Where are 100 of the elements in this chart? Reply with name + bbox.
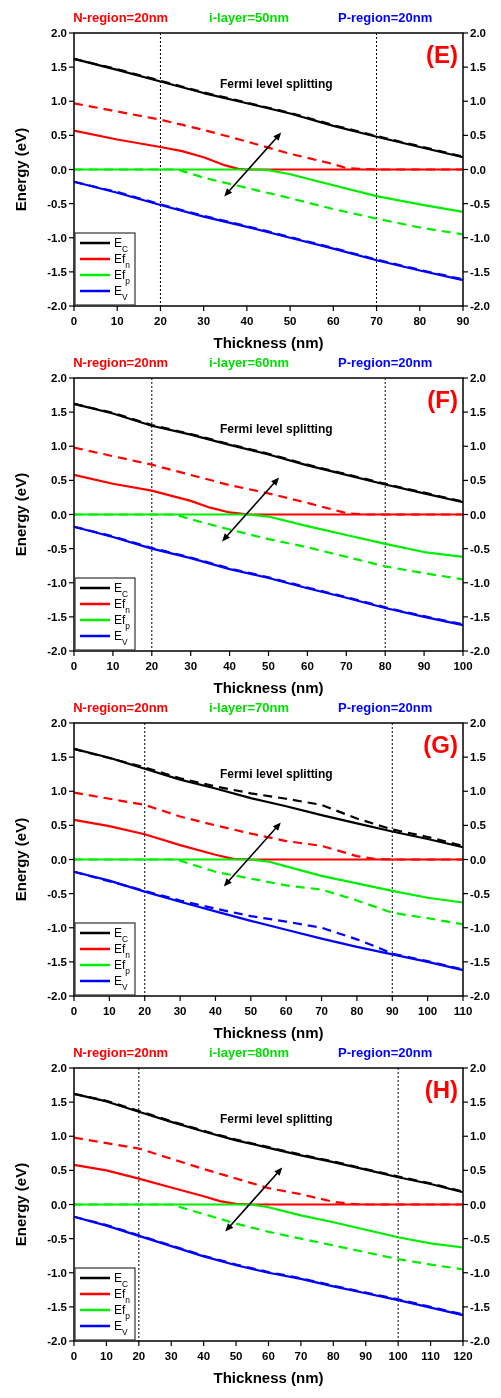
x-tick-label: 30: [173, 1005, 187, 1017]
y2-tick-label: -2.0: [470, 990, 490, 1003]
chart-title: (E): [426, 41, 458, 68]
x-tick-label: 70: [370, 315, 383, 327]
x-tick-label: 70: [339, 660, 353, 672]
text: i-layer=50nm: [209, 10, 289, 25]
x-tick-label: 90: [359, 1350, 373, 1362]
text: i-layer=70nm: [209, 700, 289, 715]
annotation: Fermi level splitting: [219, 76, 333, 91]
y2-tick-label: 0.0: [470, 163, 486, 176]
y-axis-title: Energy (eV): [12, 127, 29, 212]
y-tick-label: 0.5: [51, 129, 68, 142]
y-tick-label: 2.0: [51, 717, 67, 730]
y-tick-label: 2.0: [51, 1062, 67, 1075]
text: P-region=20nm: [338, 355, 433, 370]
x-tick-label: 30: [184, 660, 198, 672]
x-tick-label: 20: [145, 660, 159, 672]
y-tick-label: 1.5: [51, 751, 68, 764]
y-tick-label: -1.0: [47, 1266, 67, 1279]
legend-label: E$_{C}$: [114, 236, 129, 254]
y2-tick-label: -0.5: [470, 1232, 491, 1245]
y2-tick-label: 2.0: [470, 717, 486, 730]
y2-tick-label: -1.5: [470, 610, 491, 623]
y-tick-label: 0.5: [51, 1164, 68, 1177]
y-tick-label: 1.0: [51, 95, 67, 108]
x-tick-label: 10: [110, 315, 124, 327]
x-tick-label: 70: [294, 1350, 308, 1362]
y-tick-label: 1.5: [51, 1096, 68, 1109]
x-tick-label: 70: [315, 1005, 328, 1017]
y-tick-label: -1.5: [47, 1300, 68, 1313]
x-tick-label: 10: [102, 1005, 116, 1017]
y2-tick-label: 0.5: [470, 129, 487, 142]
y-tick-label: 0.0: [51, 853, 67, 866]
text: P-region=20nm: [338, 700, 433, 715]
y2-tick-label: 0.0: [470, 1198, 486, 1211]
y2-tick-label: -1.0: [470, 1266, 490, 1279]
y2-tick-label: -0.5: [470, 887, 491, 900]
text: N-region=20nm: [73, 700, 169, 715]
x-tick-label: 40: [209, 1005, 222, 1017]
y-tick-label: 0.0: [51, 163, 67, 176]
y2-tick-label: 0.5: [470, 819, 487, 832]
y-axis-title: Energy (eV): [12, 817, 29, 902]
x-tick-label: 110: [453, 1005, 473, 1017]
y2-tick-label: 2.0: [470, 1062, 486, 1075]
legend-label: E$_{C}$: [114, 581, 129, 599]
y-tick-label: -2.0: [47, 1335, 67, 1348]
x-tick-label: 40: [240, 315, 254, 327]
y-axis-title: Energy (eV): [12, 472, 29, 557]
legend-label: E$_{C}$: [114, 926, 129, 944]
x-tick-label: 120: [453, 1350, 473, 1362]
x-tick-label: 40: [197, 1350, 211, 1362]
x-tick-label: 0: [70, 1350, 78, 1362]
legend-label: E$_{V}$: [114, 1319, 129, 1337]
y-tick-label: -1.0: [47, 576, 67, 589]
x-tick-label: 100: [388, 1350, 408, 1362]
chart-title: (G): [423, 731, 458, 758]
y-tick-label: 0.5: [51, 474, 68, 487]
y2-tick-label: 0.5: [470, 1164, 487, 1177]
text: N-region=20nm: [73, 10, 169, 25]
x-axis-title: Thickness (nm): [213, 679, 324, 696]
legend-label: E$_{C}$: [114, 1271, 129, 1289]
y2-tick-label: -2.0: [470, 300, 490, 313]
legend-label: E$_{V}$: [114, 629, 129, 647]
x-axis-title: Thickness (nm): [213, 334, 324, 351]
y-tick-label: 1.5: [51, 61, 68, 74]
legend-label: Ef$_{p}$: [114, 1303, 131, 1321]
y2-tick-label: 0.0: [470, 853, 486, 866]
x-tick-label: 80: [413, 315, 427, 327]
y-tick-label: -1.5: [47, 265, 68, 278]
y2-tick-label: 1.0: [470, 1130, 486, 1143]
legend-label: E$_{V}$: [114, 974, 129, 992]
y2-tick-label: -2.0: [470, 645, 490, 658]
x-tick-label: 60: [279, 1005, 293, 1017]
y2-tick-label: -1.0: [470, 921, 490, 934]
x-tick-label: 10: [106, 660, 120, 672]
x-tick-label: 50: [283, 315, 297, 327]
x-tick-label: 50: [244, 1005, 258, 1017]
y-tick-label: -0.5: [47, 542, 68, 555]
text: P-region=20nm: [338, 10, 433, 25]
text: P-region=20nm: [338, 1045, 433, 1060]
legend-label: Ef$_{p}$: [114, 268, 131, 286]
y-tick-label: -1.0: [47, 231, 67, 244]
x-tick-label: 20: [132, 1350, 146, 1362]
legend-label: Ef$_{n}$: [114, 1287, 131, 1305]
chart-title: (F): [427, 386, 458, 413]
x-tick-label: 0: [70, 660, 78, 672]
y2-tick-label: 1.5: [470, 406, 487, 419]
y2-tick-label: -1.5: [470, 265, 491, 278]
y-tick-label: 2.0: [51, 27, 67, 40]
legend-label: Ef$_{p}$: [114, 958, 131, 976]
y2-tick-label: 1.0: [470, 95, 486, 108]
x-tick-label: 100: [418, 1005, 438, 1017]
y-tick-label: -2.0: [47, 300, 67, 313]
y2-tick-label: -1.5: [470, 1300, 491, 1313]
y2-tick-label: -0.5: [470, 542, 491, 555]
y2-tick-label: 0.5: [470, 474, 487, 487]
legend-label: E$_{V}$: [114, 284, 129, 302]
x-tick-label: 30: [197, 315, 211, 327]
y-tick-label: -0.5: [47, 887, 68, 900]
legend-label: Ef$_{n}$: [114, 252, 131, 270]
